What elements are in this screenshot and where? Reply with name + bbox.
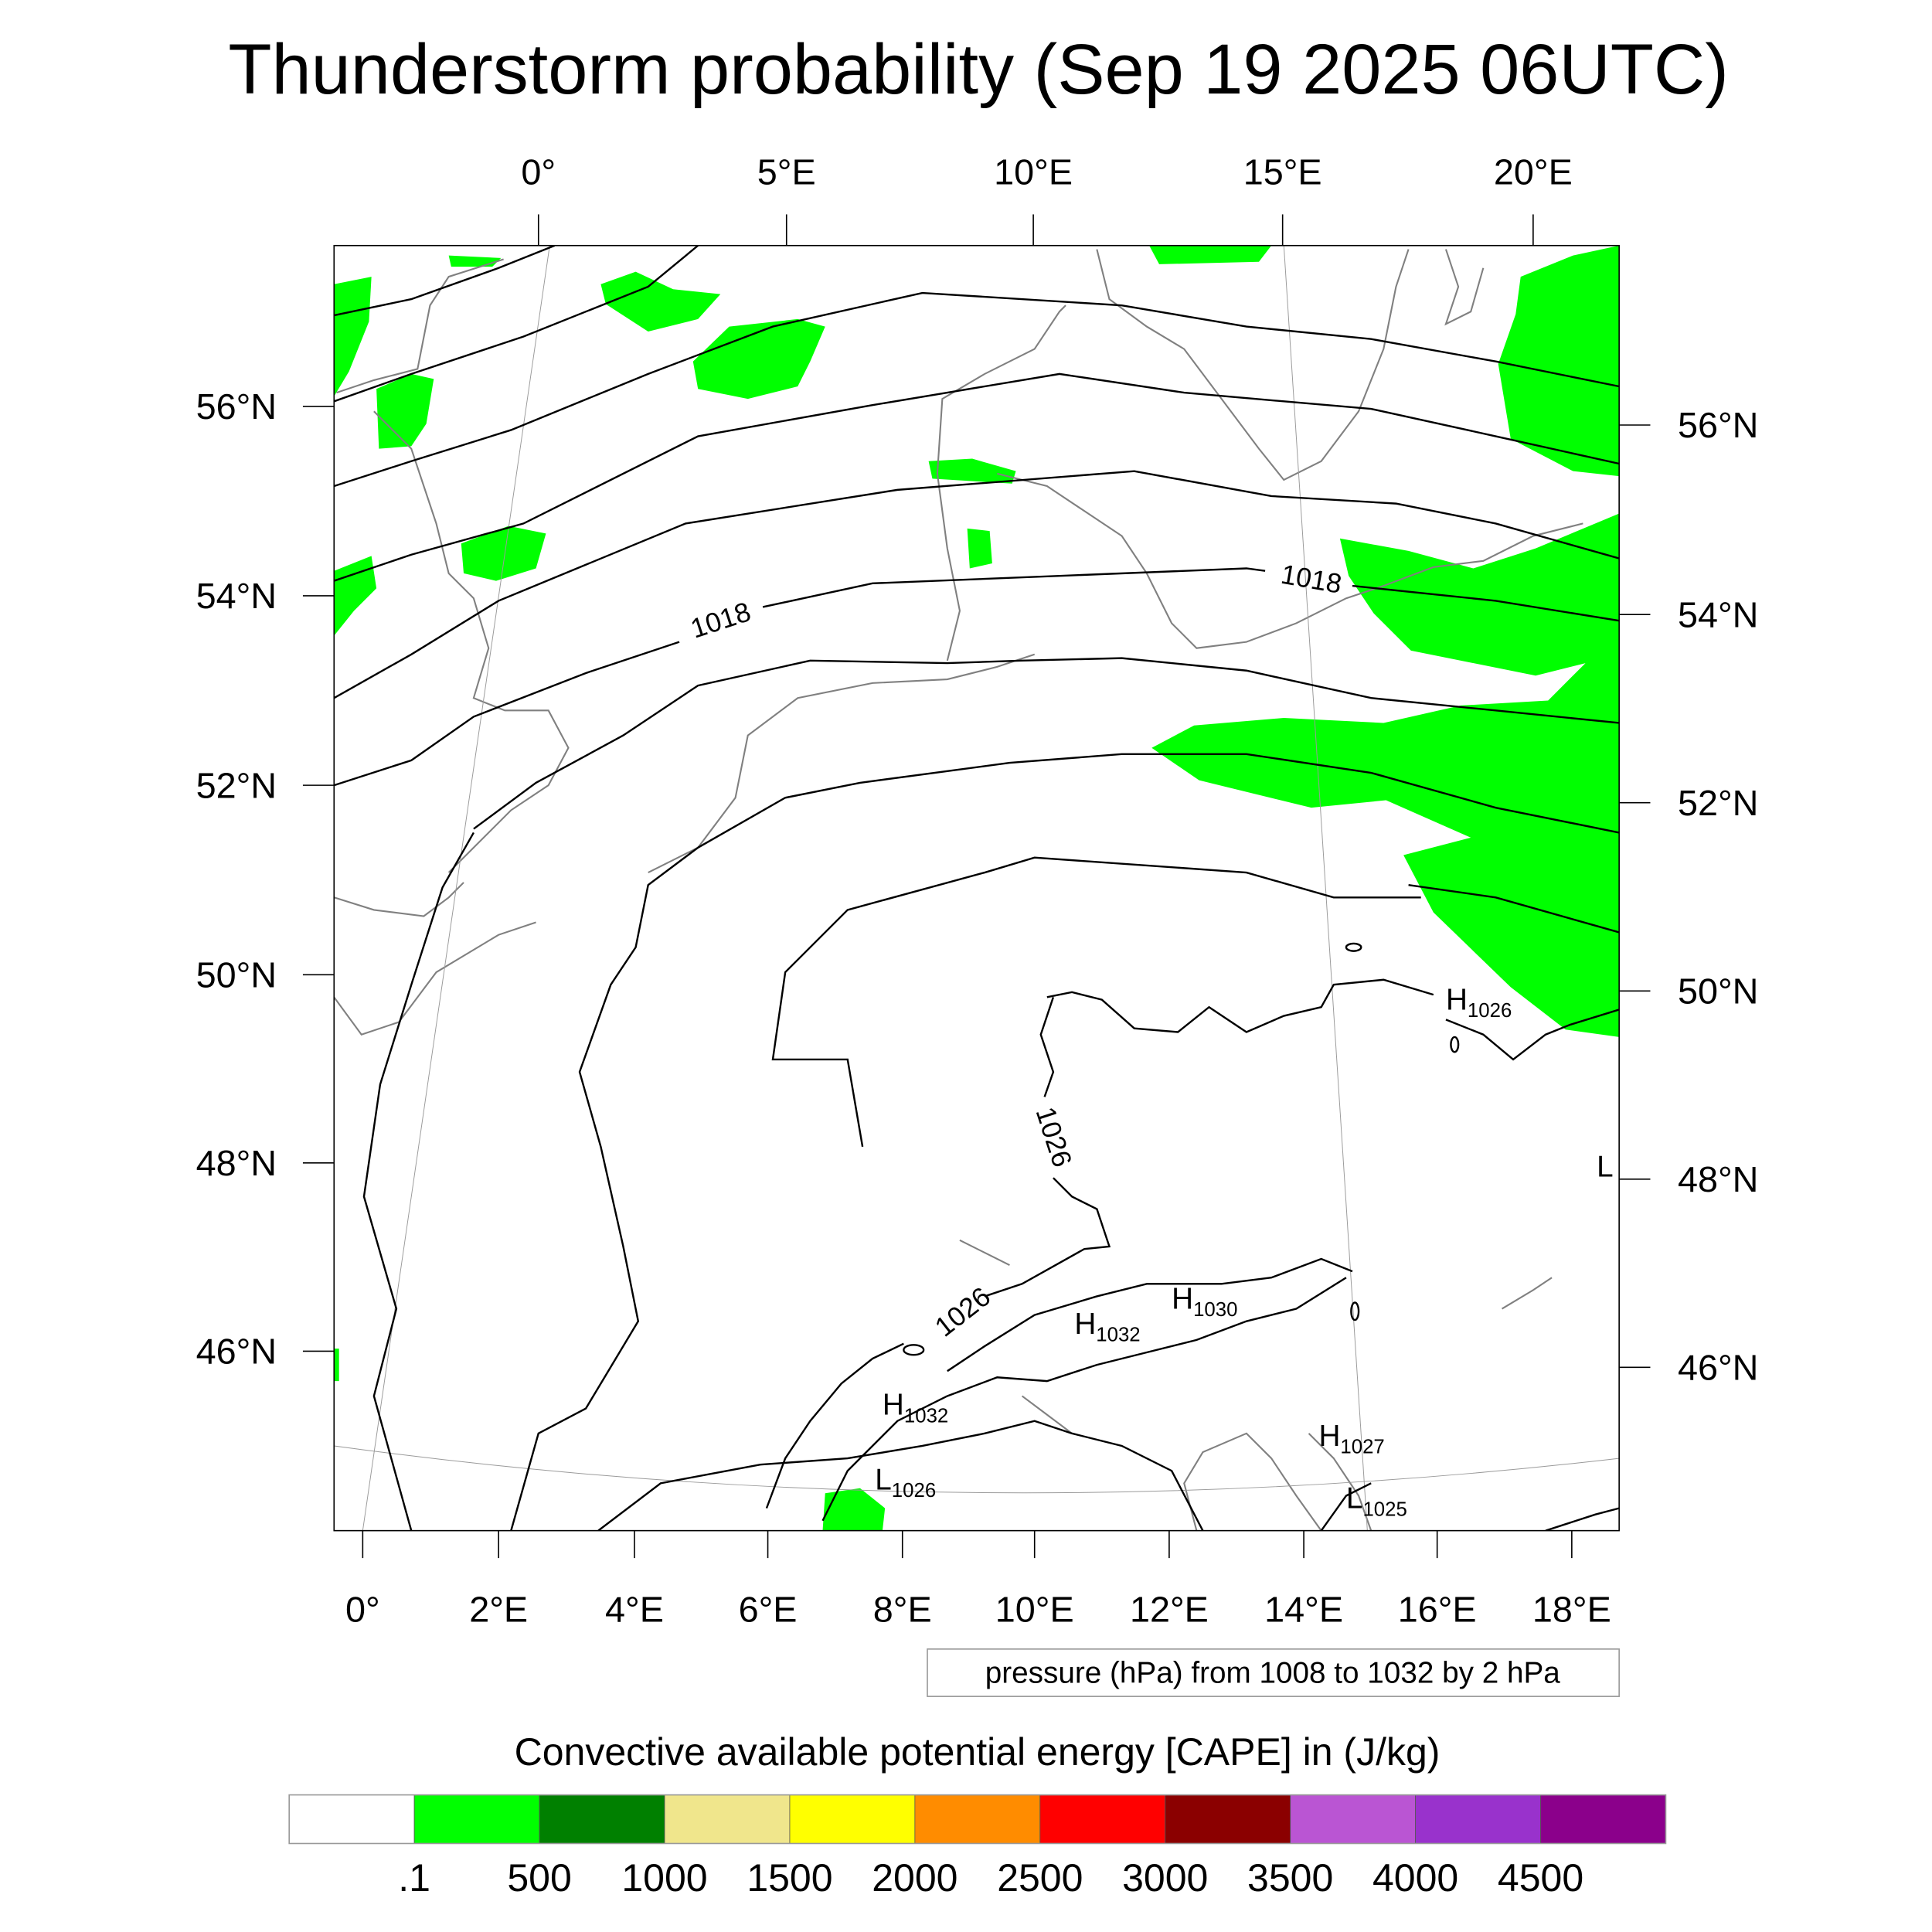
left-lat-label: 54°N (196, 576, 277, 616)
right-latitude-axis: 56°N 54°N 52°N 50°N 48°N 46°N (1619, 405, 1758, 1387)
cape-area-northsea-1 (692, 318, 825, 400)
figure-title: Thunderstorm probability (Sep 19 2025 06… (228, 30, 1729, 109)
left-lat-label: 56°N (196, 386, 277, 427)
colorbar-swatch (1540, 1794, 1666, 1844)
left-lat-label: 48°N (196, 1143, 277, 1183)
left-lat-label: 52°N (196, 765, 277, 805)
colorbar-label: 4500 (1498, 1856, 1583, 1900)
colorbar-label: 2000 (872, 1856, 957, 1900)
high-pressure-label: H1032 (1074, 1308, 1140, 1346)
right-lat-label: 48°N (1678, 1159, 1759, 1199)
high-pressure-label: H1026 (1446, 983, 1512, 1022)
cape-colorbar: .1 500 1000 1500 2000 2500 3000 3500 4000 4500 (288, 1794, 1667, 1900)
colorbar-label: 4000 (1372, 1856, 1458, 1900)
contour-label: 1026 (929, 1281, 996, 1342)
left-latitude-axis: 56°N 54°N 52°N 50°N 48°N 46°N (196, 386, 335, 1372)
colorbar-label: 3000 (1122, 1856, 1208, 1900)
pressure-note-box (927, 1648, 1620, 1697)
colorbar-frame (288, 1794, 1667, 1845)
colorbar-swatch (1290, 1794, 1417, 1844)
bottom-lon-label: 12°E (1130, 1589, 1209, 1629)
top-lon-label: 0° (521, 152, 556, 192)
cape-area-uk-2 (376, 373, 434, 449)
bottom-lon-label: 10°E (995, 1589, 1074, 1629)
cape-area-norway (1149, 245, 1272, 264)
left-lat-label: 46°N (196, 1332, 277, 1372)
colorbar-label: 1000 (621, 1856, 707, 1900)
cape-shading (334, 245, 1620, 1531)
pressure-center-labels: H1026 H1030 H1032 H1032 H1027 L1026 L1025 L (875, 983, 1613, 1520)
bottom-lon-label: 0° (345, 1589, 380, 1629)
colorbar-label: 2500 (997, 1856, 1083, 1900)
colorbar-swatch (1039, 1794, 1166, 1844)
high-pressure-label: H1032 (883, 1389, 948, 1427)
contour-labels: 1018 1018 1026 1026 (687, 559, 1344, 1343)
cape-area-jutland (967, 528, 992, 569)
low-pressure-label: L (1597, 1151, 1614, 1184)
left-lat-label: 50°N (196, 954, 277, 995)
colorbar-label: 3500 (1247, 1856, 1333, 1900)
bottom-longitude-axis: 0° 2°E 4°E 6°E 8°E 10°E 12°E 14°E 16°E 18°E (345, 1530, 1611, 1629)
right-lat-label: 52°N (1678, 783, 1759, 823)
map-plot-area: 1018 1018 1026 1026 H1026 H1030 H1032 H1032… (334, 245, 1620, 1531)
bottom-lon-label: 8°E (873, 1589, 932, 1629)
bottom-lon-label: 14°E (1264, 1589, 1343, 1629)
bottom-lon-label: 16°E (1398, 1589, 1477, 1629)
high-pressure-label: H1027 (1318, 1420, 1384, 1458)
coastlines (334, 249, 1583, 1531)
right-lat-label: 46°N (1678, 1347, 1759, 1387)
right-lat-label: 54°N (1678, 594, 1759, 634)
colorbar-label: 500 (507, 1856, 571, 1900)
cape-area-poland (1151, 513, 1620, 1037)
contour-label: 1026 (1029, 1104, 1077, 1171)
top-lon-label: 20°E (1494, 152, 1573, 192)
cape-area-uk-3 (461, 526, 546, 581)
bottom-lon-label: 4°E (605, 1589, 664, 1629)
bottom-lon-label: 6°E (739, 1589, 798, 1629)
cape-area-france-edge (334, 1349, 339, 1382)
colorbar-title: Convective available potential energy [C… (515, 1730, 1440, 1774)
cape-area-baltic-north (1498, 245, 1620, 477)
colorbar-swatch (413, 1794, 540, 1844)
top-lon-label: 15°E (1243, 152, 1322, 192)
colorbar-swatch (1165, 1794, 1291, 1844)
colorbar-label: 1500 (747, 1856, 832, 1900)
colorbar-swatch (914, 1794, 1041, 1844)
bottom-lon-label: 2°E (469, 1589, 528, 1629)
cape-area-alps (822, 1488, 886, 1531)
right-lat-label: 50°N (1678, 971, 1759, 1011)
right-lat-label: 56°N (1678, 405, 1759, 445)
colorbar-label: .1 (398, 1856, 430, 1900)
bottom-lon-label: 18°E (1532, 1589, 1611, 1629)
colorbar-swatch (789, 1794, 916, 1844)
colorbar-swatch (288, 1794, 415, 1844)
colorbar-swatch (1415, 1794, 1541, 1844)
cape-area-denmark (928, 458, 1016, 484)
cape-area-uk-4 (334, 556, 377, 636)
pressure-note: pressure (hPa) from 1008 to 1032 by 2 hP… (985, 1656, 1561, 1689)
low-pressure-label: L1025 (1346, 1482, 1407, 1521)
cape-area-scotland (448, 255, 502, 267)
colorbar-swatch (539, 1794, 665, 1844)
low-pressure-label: L1026 (875, 1463, 936, 1502)
cape-area-northsea-2 (600, 271, 721, 332)
colorbar-swatch (664, 1794, 791, 1844)
isobars (334, 245, 1620, 1531)
plot-frame (333, 244, 1620, 1532)
top-longitude-axis: 0° 5°E 10°E 15°E 20°E (521, 152, 1573, 246)
high-pressure-label: H1030 (1172, 1283, 1237, 1321)
top-lon-label: 5°E (757, 152, 816, 192)
cape-area-uk-1 (334, 277, 372, 396)
contour-label: 1018 (687, 596, 754, 644)
top-lon-label: 10°E (994, 152, 1073, 192)
contour-label: 1018 (1279, 559, 1345, 600)
